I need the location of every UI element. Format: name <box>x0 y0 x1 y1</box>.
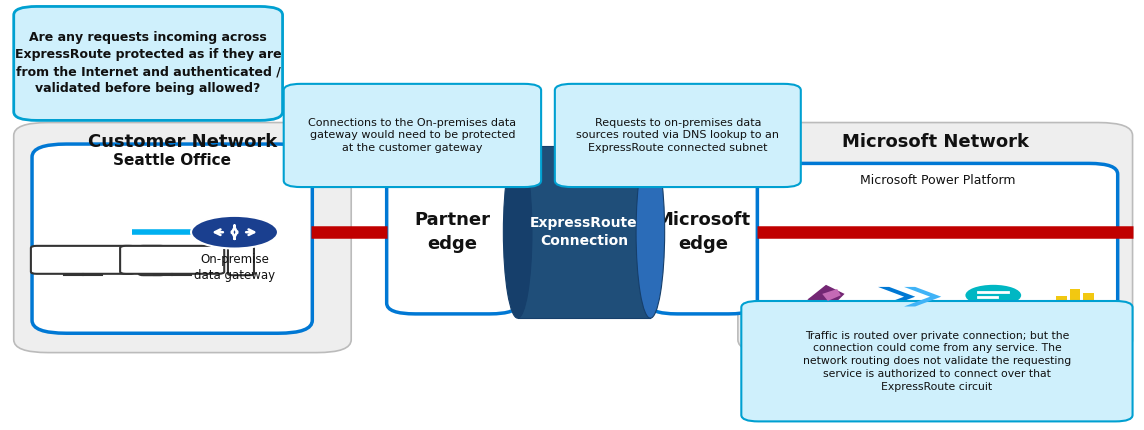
FancyBboxPatch shape <box>738 123 1133 353</box>
Text: ExpressRoute
Connection: ExpressRoute Connection <box>530 216 638 249</box>
Ellipse shape <box>503 146 532 318</box>
Text: On-premise
data gateway: On-premise data gateway <box>194 253 275 282</box>
Bar <box>1083 292 1094 304</box>
FancyBboxPatch shape <box>555 84 801 187</box>
FancyBboxPatch shape <box>649 150 757 314</box>
Polygon shape <box>808 285 844 309</box>
Polygon shape <box>879 287 915 307</box>
Circle shape <box>966 285 1022 306</box>
Text: Seattle Office: Seattle Office <box>113 153 231 168</box>
Polygon shape <box>904 287 942 307</box>
Bar <box>1057 296 1067 304</box>
FancyBboxPatch shape <box>387 150 518 314</box>
FancyBboxPatch shape <box>14 6 283 120</box>
Text: Microsoft Network: Microsoft Network <box>842 133 1028 151</box>
FancyBboxPatch shape <box>741 301 1133 421</box>
FancyBboxPatch shape <box>14 123 351 353</box>
FancyBboxPatch shape <box>138 246 165 275</box>
Text: Connections to the On-premises data
gateway would need to be protected
at the cu: Connections to the On-premises data gate… <box>309 118 516 153</box>
FancyBboxPatch shape <box>284 84 541 187</box>
Text: Traffic is routed over private connection; but the
connection could come from an: Traffic is routed over private connectio… <box>803 331 1071 392</box>
Text: Partner
edge: Partner edge <box>414 212 491 253</box>
FancyBboxPatch shape <box>228 246 254 275</box>
FancyBboxPatch shape <box>31 246 135 274</box>
Text: Microsoft Power Platform: Microsoft Power Platform <box>860 174 1015 187</box>
Bar <box>517 146 650 318</box>
FancyBboxPatch shape <box>32 144 312 333</box>
Polygon shape <box>986 304 1008 310</box>
Text: Customer Network: Customer Network <box>88 133 277 151</box>
Text: Requests to on-premises data
sources routed via DNS lookup to an
ExpressRoute co: Requests to on-premises data sources rou… <box>577 118 779 153</box>
Circle shape <box>191 216 278 249</box>
Text: Are any requests incoming across
ExpressRoute protected as if they are
from the : Are any requests incoming across Express… <box>15 31 281 95</box>
Text: Microsoft
edge: Microsoft edge <box>656 212 750 253</box>
FancyBboxPatch shape <box>757 163 1118 333</box>
Ellipse shape <box>636 146 665 318</box>
Polygon shape <box>823 289 841 301</box>
Bar <box>1070 289 1080 304</box>
FancyBboxPatch shape <box>120 246 224 274</box>
